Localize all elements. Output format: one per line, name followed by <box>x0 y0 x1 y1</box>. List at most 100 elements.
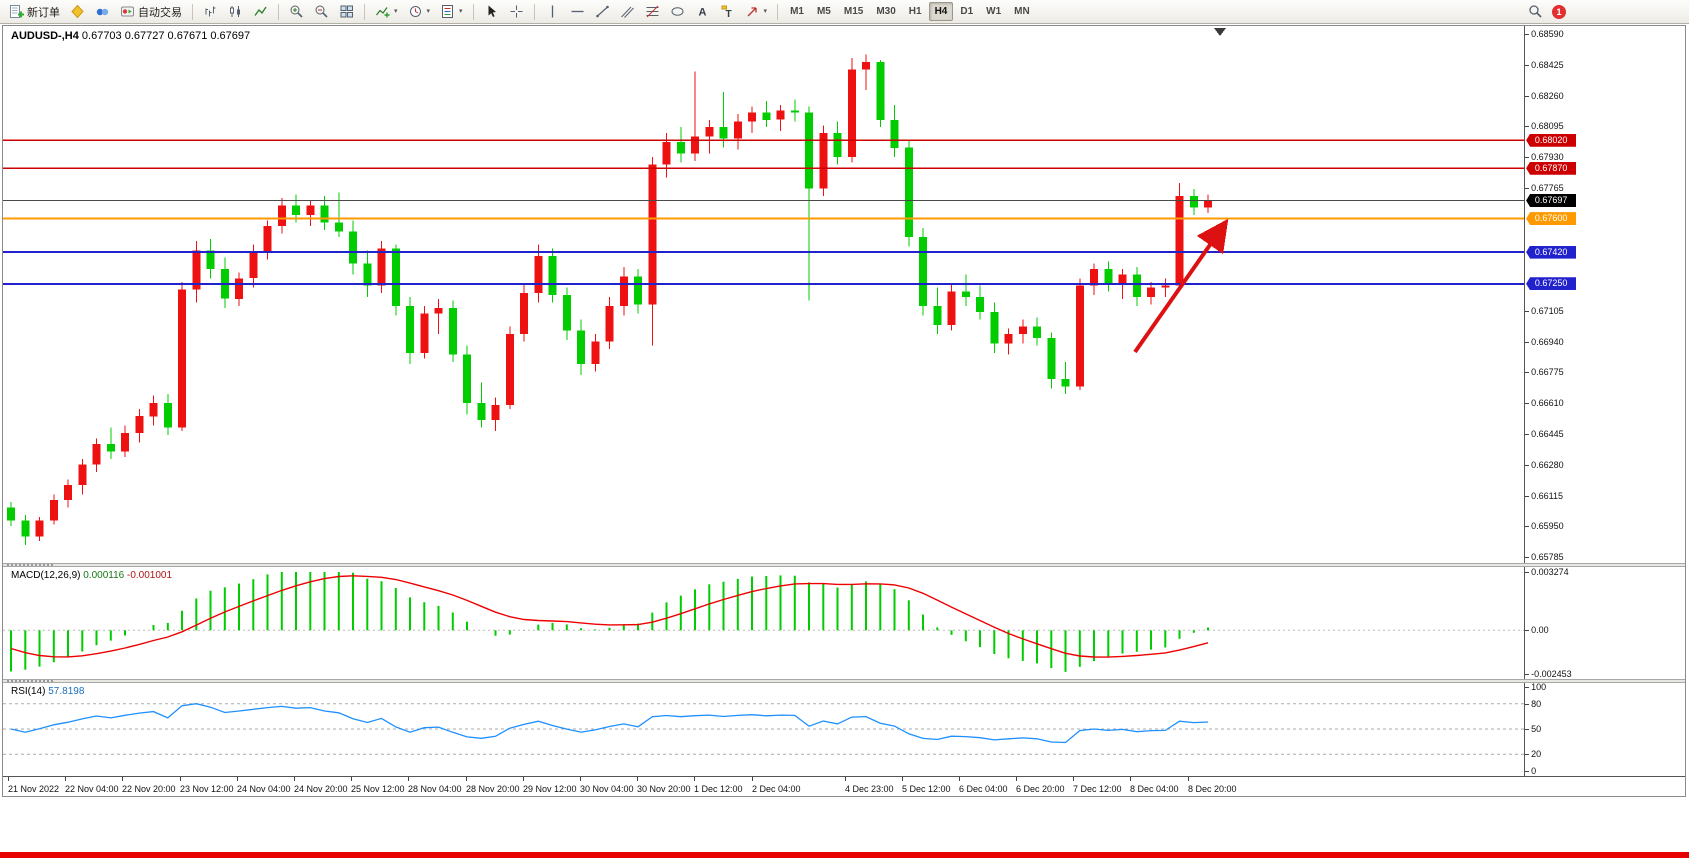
time-label: 28 Nov 04:00 <box>408 784 462 794</box>
price-tick-label: 0.67765 <box>1531 182 1564 193</box>
axis-tick-icon <box>1525 754 1530 756</box>
rsi-tick-label: 100 <box>1531 682 1547 692</box>
axis-tick-icon <box>1525 630 1530 632</box>
arrows-button[interactable]: ▾ <box>741 2 772 22</box>
fibonacci-button[interactable] <box>641 2 664 22</box>
price-line-label: 0.67870 <box>1526 161 1577 175</box>
shapes-button[interactable] <box>666 2 689 22</box>
metaeditor-icon <box>71 4 84 19</box>
auto-trading-button[interactable]: 自动交易 <box>116 2 186 22</box>
price-tick-label: 0.66115 <box>1531 490 1563 501</box>
timeframe-m15-button[interactable]: M15 <box>838 2 869 21</box>
rsi-panel[interactable]: RSI(14) 57.8198 <box>3 683 1526 776</box>
axis-tick-icon <box>1525 771 1530 772</box>
timeframe-h1-button[interactable]: H1 <box>903 2 928 21</box>
indicators-icon <box>376 7 390 18</box>
axis-tick-icon <box>1525 674 1530 675</box>
price-tick-label: 0.65785 <box>1531 552 1564 562</box>
new-order-icon <box>10 5 24 18</box>
templates-button[interactable]: ▾ <box>436 2 467 22</box>
vertical-line-button[interactable] <box>541 2 564 22</box>
price-tick-label: 0.68095 <box>1531 121 1564 132</box>
periods-button[interactable]: ▾ <box>404 2 435 22</box>
notification-badge[interactable]: 1 <box>1552 4 1566 19</box>
bar-chart-button[interactable] <box>199 2 222 22</box>
zoom-out-button[interactable] <box>310 2 333 22</box>
time-label: 1 Dec 12:00 <box>694 784 743 794</box>
time-label: 8 Dec 04:00 <box>1130 784 1179 794</box>
channel-button[interactable] <box>616 2 639 22</box>
text-button[interactable]: A <box>691 2 714 22</box>
time-label: 2 Dec 04:00 <box>752 784 801 794</box>
price-tick-label: 0.68260 <box>1531 90 1564 101</box>
new-order-button[interactable]: 新订单 <box>5 2 64 22</box>
toolbar: 新订单 自动交易 <box>0 0 1689 24</box>
zoom-in-icon <box>290 5 303 18</box>
axis-tick-icon <box>1525 341 1530 343</box>
time-tick-icon <box>637 777 638 781</box>
time-label: 29 Nov 12:00 <box>523 784 577 794</box>
candlestick-chart-icon <box>230 6 240 17</box>
timeframe-d1-button[interactable]: D1 <box>954 2 979 21</box>
dropdown-caret-icon: ▾ <box>459 8 463 15</box>
text-label-button[interactable]: T <box>716 2 739 22</box>
axis-tick-icon <box>1525 187 1530 189</box>
tile-windows-button[interactable] <box>335 2 358 22</box>
candlestick-chart-button[interactable] <box>224 2 247 22</box>
price-tick-label: 0.68425 <box>1531 59 1564 70</box>
rsi-plot <box>3 703 1525 755</box>
price-line-label: 0.67697 <box>1526 194 1577 207</box>
timeframe-m5-button[interactable]: M5 <box>811 2 837 21</box>
ellipse-icon <box>671 7 684 16</box>
new-order-label: 新订单 <box>27 6 60 19</box>
time-tick-icon <box>752 777 753 781</box>
splitter-grip-icon <box>7 680 53 682</box>
timeframe-h4-button[interactable]: H4 <box>928 2 954 21</box>
price-tick-label: 0.67930 <box>1531 152 1564 163</box>
time-label: 21 Nov 2022 <box>8 784 60 794</box>
time-label: 28 Nov 20:00 <box>466 784 520 794</box>
chart-window: AUDUSD-,H4 0.67703 0.67727 0.67671 0.676… <box>2 25 1686 797</box>
time-tick-icon <box>694 777 695 781</box>
main-chart-area[interactable]: AUDUSD-,H4 0.67703 0.67727 0.67671 0.676… <box>3 26 1526 563</box>
timeframe-mn-button[interactable]: MN <box>1008 2 1036 21</box>
time-tick-icon <box>1073 777 1074 781</box>
panel-splitter[interactable] <box>3 679 1685 683</box>
toolbar-separator <box>364 3 365 20</box>
indicators-button[interactable]: ▾ <box>371 2 402 22</box>
price-tick-label: 0.66445 <box>1531 428 1564 439</box>
timeframe-m1-button[interactable]: M1 <box>784 2 810 21</box>
crosshair-button[interactable] <box>505 2 528 22</box>
horizontal-line-icon <box>571 10 584 13</box>
dropdown-caret-icon: ▾ <box>763 8 768 15</box>
macd-plot <box>3 572 1525 672</box>
line-chart-button[interactable] <box>249 2 272 22</box>
timeframe-m30-button[interactable]: M30 <box>870 2 901 21</box>
zoom-in-button[interactable] <box>285 2 308 22</box>
splitter-grip-icon <box>7 564 53 566</box>
search-icon[interactable] <box>1528 4 1543 19</box>
time-axis: 21 Nov 2022 22 Nov 04:00 22 Nov 20:00 23 No… <box>3 776 1685 796</box>
time-tick-icon <box>122 777 123 781</box>
cursor-button[interactable] <box>480 2 503 22</box>
price-tick-label: 0.66940 <box>1531 336 1564 347</box>
auto-trading-label: 自动交易 <box>138 6 182 19</box>
time-label: 24 Nov 20:00 <box>294 784 348 794</box>
price-tick-label: 0.66610 <box>1531 398 1564 409</box>
auto-trading-icon <box>121 6 134 17</box>
panel-splitter[interactable] <box>3 563 1685 567</box>
axis-tick-icon <box>1525 557 1530 558</box>
timeframe-w1-button[interactable]: W1 <box>980 2 1007 21</box>
axis-tick-icon <box>1525 703 1530 705</box>
metaeditor-button[interactable] <box>66 2 89 22</box>
macd-signal-value: -0.001001 <box>127 570 173 581</box>
options-button[interactable] <box>91 2 114 22</box>
macd-panel[interactable]: MACD(12,26,9) 0.000116 -0.001001 <box>3 567 1526 679</box>
axis-tick-icon <box>1525 372 1530 374</box>
trendline-button[interactable] <box>591 2 614 22</box>
horizontal-line-button[interactable] <box>566 2 589 22</box>
time-tick-icon <box>580 777 581 781</box>
axis-tick-icon <box>1525 126 1530 128</box>
time-tick-icon <box>294 777 295 781</box>
text-a-icon: A <box>698 7 706 19</box>
